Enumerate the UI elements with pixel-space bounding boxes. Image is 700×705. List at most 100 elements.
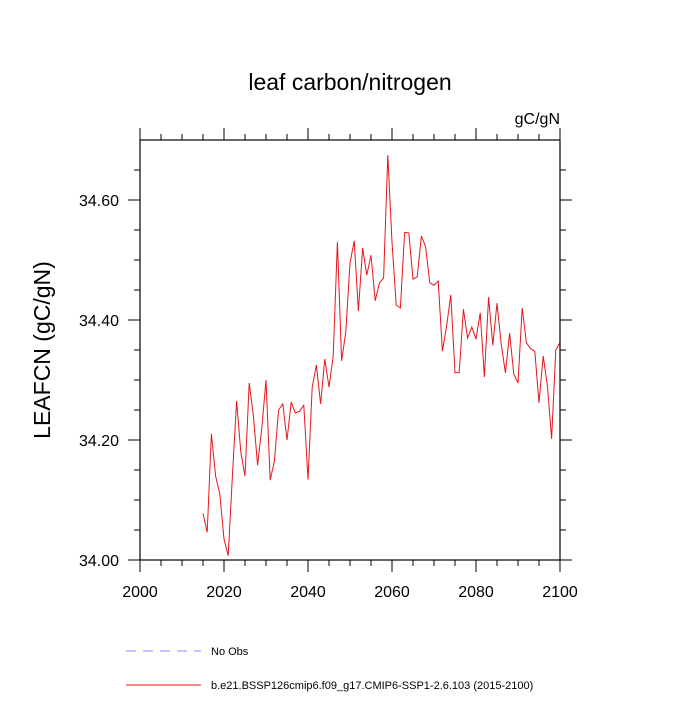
data-point — [244, 475, 246, 477]
data-point — [500, 343, 502, 345]
data-point — [202, 512, 204, 514]
data-point — [236, 400, 238, 402]
chart-title: leaf carbon/nitrogen — [248, 69, 451, 95]
data-point — [282, 403, 284, 405]
data-point — [404, 231, 406, 233]
x-tick-label: 2020 — [206, 584, 242, 601]
data-point — [261, 427, 263, 429]
data-point — [265, 379, 267, 381]
data-point — [509, 332, 511, 334]
data-point — [521, 307, 523, 309]
x-tick-label: 2040 — [290, 584, 326, 601]
legend-label-1: No Obs — [211, 646, 249, 658]
data-point — [555, 349, 557, 351]
x-tick-label: 2100 — [542, 584, 578, 601]
data-point — [349, 262, 351, 264]
data-point — [525, 342, 527, 344]
y-axis-label: LEAFCN (gC/gN) — [29, 261, 55, 439]
data-point — [446, 325, 448, 327]
x-tick-label: 2080 — [458, 584, 494, 601]
data-point — [399, 307, 401, 309]
data-point — [420, 235, 422, 237]
data-point — [273, 460, 275, 462]
data-point — [336, 241, 338, 243]
units-label: gC/gN — [515, 111, 560, 128]
data-point — [546, 385, 548, 387]
legend-label-2: b.e21.BSSP126cmip6.f09_g17.CMIP6-SSP1-2.… — [211, 680, 533, 692]
series-layer — [202, 154, 561, 557]
data-point — [471, 326, 473, 328]
data-point — [383, 277, 385, 279]
data-point — [353, 240, 355, 242]
data-point — [362, 247, 364, 249]
data-point — [441, 350, 443, 352]
data-point — [307, 479, 309, 481]
data-point — [240, 451, 242, 453]
y-tick-label: 34.20 — [79, 433, 119, 450]
data-point — [332, 355, 334, 357]
data-point — [231, 475, 233, 477]
data-point — [425, 246, 427, 248]
data-point — [206, 531, 208, 533]
data-point — [345, 331, 347, 333]
series-line — [202, 154, 561, 556]
data-point — [219, 493, 221, 495]
data-point — [278, 409, 280, 411]
data-point — [370, 254, 372, 256]
data-point — [534, 350, 536, 352]
data-point — [483, 376, 485, 378]
data-point — [210, 433, 212, 435]
x-tick-label: 2060 — [374, 584, 410, 601]
y-tick-label: 34.40 — [79, 313, 119, 330]
plot-frame — [139, 139, 561, 561]
data-point — [488, 296, 490, 298]
data-point — [416, 276, 418, 278]
data-point — [357, 310, 359, 312]
data-point — [303, 404, 305, 406]
data-point — [395, 304, 397, 306]
y-tick-label: 34.00 — [79, 553, 119, 570]
data-point — [315, 364, 317, 366]
data-point — [437, 280, 439, 282]
data-point — [408, 232, 410, 234]
data-point — [223, 538, 225, 540]
data-point — [320, 403, 322, 405]
data-point — [458, 372, 460, 374]
data-point — [294, 412, 296, 414]
data-point — [496, 302, 498, 304]
data-point — [252, 415, 254, 417]
y-tick-label: 34.60 — [79, 193, 119, 210]
data-point — [551, 438, 553, 440]
data-point — [378, 282, 380, 284]
data-point — [454, 372, 456, 374]
x-tick-label: 2000 — [122, 584, 158, 601]
data-point — [324, 358, 326, 360]
data-point — [341, 360, 343, 362]
data-point — [504, 372, 506, 374]
data-point — [475, 338, 477, 340]
data-point — [538, 402, 540, 404]
data-point — [269, 479, 271, 481]
data-point — [479, 312, 481, 314]
data-point — [429, 282, 431, 284]
data-point — [286, 439, 288, 441]
axis-ticks — [128, 128, 572, 572]
data-point — [366, 274, 368, 276]
data-point — [227, 555, 229, 557]
data-point — [517, 382, 519, 384]
data-point — [513, 373, 515, 375]
data-point — [391, 241, 393, 243]
data-point — [374, 300, 376, 302]
data-point — [257, 464, 259, 466]
data-point — [311, 386, 313, 388]
legend: No Obs b.e21.BSSP126cmip6.f09_g17.CMIP6-S… — [126, 646, 533, 692]
data-point — [492, 344, 494, 346]
data-point — [328, 386, 330, 388]
data-point — [433, 284, 435, 286]
data-point — [299, 410, 301, 412]
data-point — [542, 355, 544, 357]
data-point — [215, 475, 217, 477]
data-point — [450, 294, 452, 296]
